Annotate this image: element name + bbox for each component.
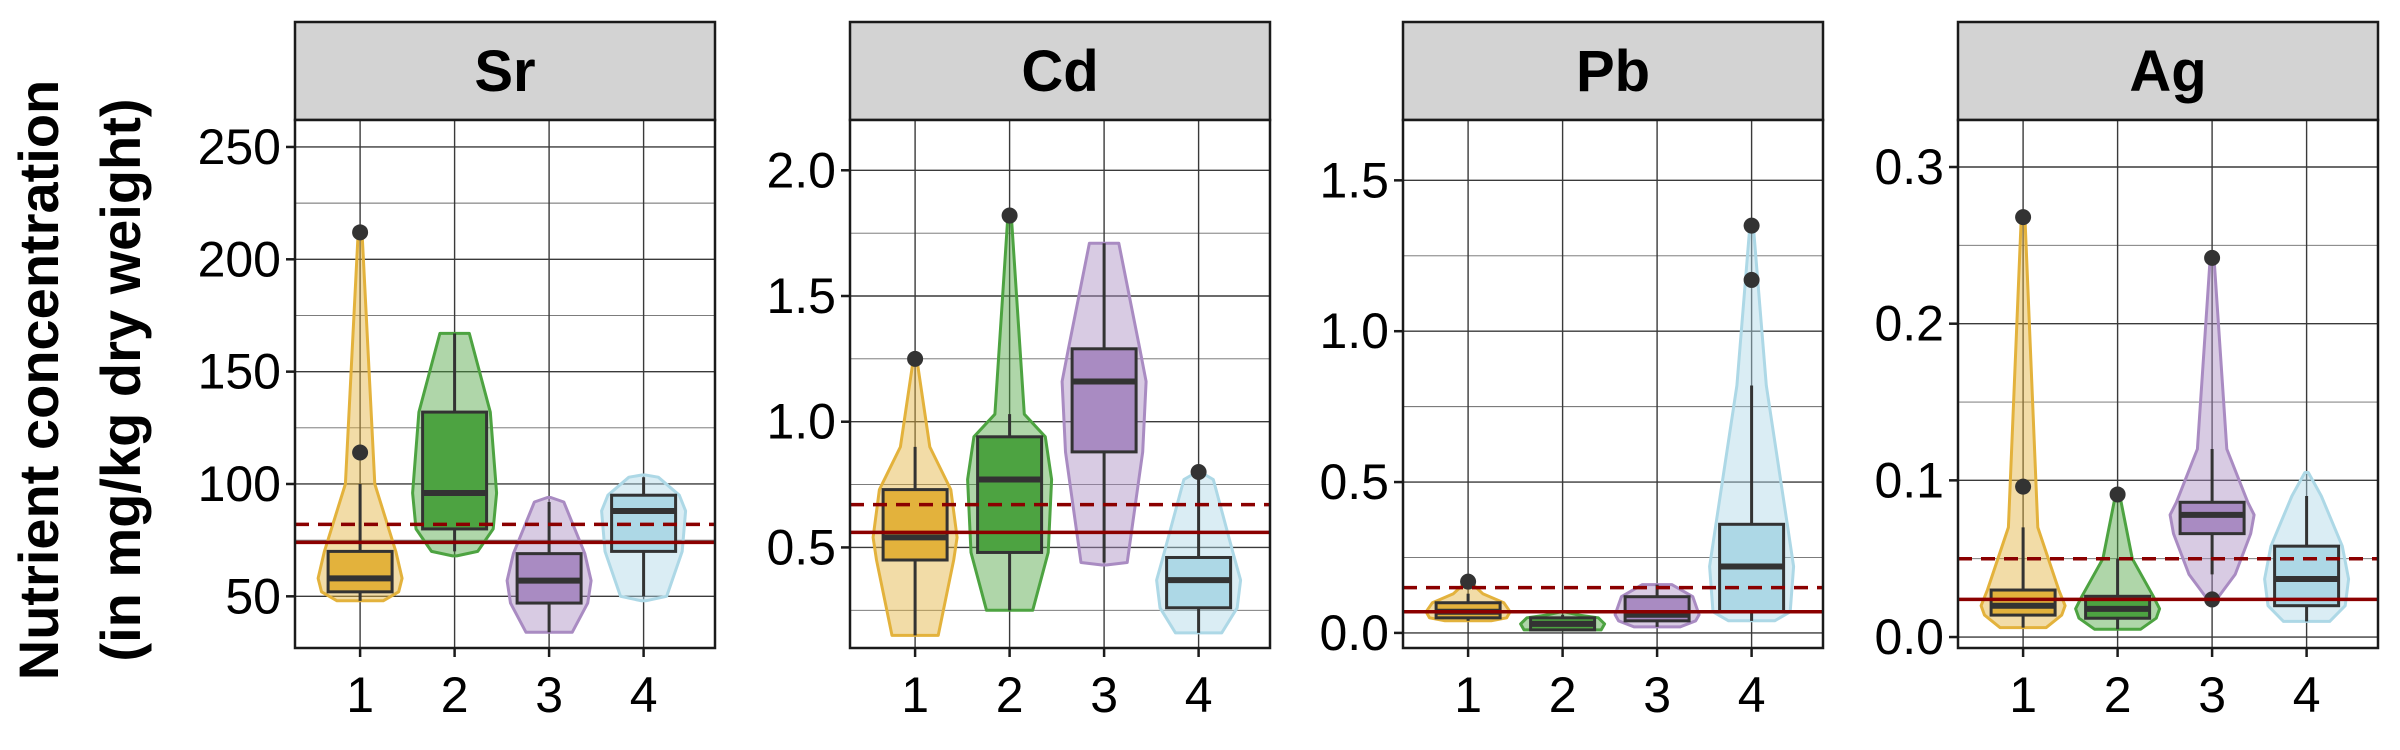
group-4 [1708, 217, 1796, 623]
y-tick-label: 0.5 [766, 519, 836, 575]
panel-title: Sr [474, 39, 535, 104]
panel-border [848, 118, 1272, 650]
outlier-point [1001, 207, 1018, 224]
y-tick-label: 1.5 [1319, 152, 1389, 208]
y-tick-label: 1.0 [766, 394, 836, 450]
group-3 [2168, 249, 2256, 608]
x-tick-label: 3 [2198, 667, 2226, 723]
x-tick-label: 1 [901, 667, 929, 723]
x-tick-label: 4 [1185, 667, 1213, 723]
panel-cd: Cd 0.5 1.0 1.5 2.0 1 2 3 4 [766, 20, 1272, 723]
x-tick-label: 1 [346, 667, 374, 723]
box [881, 488, 949, 562]
x-tick-label: 3 [1643, 667, 1671, 723]
panel-pb: Pb 0.0 0.5 1.0 1.5 1 2 3 4 [1319, 20, 1825, 723]
outlier-point [2109, 486, 2126, 503]
panel-border [1401, 118, 1825, 650]
x-tick-label: 4 [2293, 667, 2321, 723]
strip-header [1956, 20, 2380, 122]
outlier-point [2204, 249, 2221, 266]
y-tick-label: 1.0 [1319, 303, 1389, 359]
outlier-point [1190, 464, 1207, 480]
outlier-point [352, 444, 369, 461]
outlier-point [2015, 209, 2032, 226]
outlier-point [2015, 478, 2032, 495]
y-tick-label: 50 [225, 568, 281, 624]
box [1989, 588, 2057, 617]
group-3 [1060, 241, 1148, 567]
y-tick-label: 150 [198, 344, 281, 400]
group-3 [505, 496, 593, 634]
panel-sr: Sr 50 100 150 200 250 1 2 3 4 [198, 20, 717, 723]
group-2 [2074, 486, 2162, 631]
panel-title: Pb [1576, 39, 1650, 104]
y-tick-label: 0.2 [1874, 296, 1944, 352]
panel-ag: Ag 0.0 0.1 0.2 0.3 1 2 3 4 [1874, 20, 2380, 723]
outlier-point [1743, 271, 1760, 288]
panel-border [293, 118, 717, 650]
y-tick-label: 0.0 [1319, 605, 1389, 661]
y-tick-label: 250 [198, 119, 281, 175]
box [421, 410, 489, 531]
y-tick-label: 2.0 [766, 142, 836, 198]
group-1 [1979, 209, 2067, 630]
panel-border [1956, 118, 2380, 650]
outlier-point [352, 224, 369, 241]
y-tick-label: 200 [198, 231, 281, 287]
x-tick-label: 2 [996, 667, 1024, 723]
y-tick-label: 0.1 [1874, 452, 1944, 508]
x-tick-label: 1 [2009, 667, 2037, 723]
outlier-point [907, 350, 924, 367]
strip-header [848, 20, 1272, 122]
y-axis-title: Nutrient concentration (in mg/kg dry wei… [7, 80, 152, 680]
x-tick-label: 3 [535, 667, 563, 723]
x-tick-label: 4 [1738, 667, 1766, 723]
group-1 [871, 350, 959, 637]
group-2 [411, 331, 499, 558]
box [2273, 544, 2341, 608]
box [326, 549, 394, 594]
y-tick-label: 0.5 [1319, 454, 1389, 510]
y-axis-title-line-1: Nutrient concentration [7, 80, 70, 680]
strip-header [293, 20, 717, 122]
y-tick-label: 1.5 [766, 268, 836, 324]
y-tick-label: 0.3 [1874, 139, 1944, 195]
panel-title: Ag [2129, 39, 2206, 104]
x-tick-label: 3 [1090, 667, 1118, 723]
box [976, 435, 1044, 554]
x-tick-label: 2 [1549, 667, 1577, 723]
outlier-point [1743, 217, 1760, 234]
y-tick-label: 100 [198, 456, 281, 512]
x-tick-label: 2 [2104, 667, 2132, 723]
y-tick-label: 0.0 [1874, 609, 1944, 665]
x-tick-label: 2 [441, 667, 469, 723]
group-3 [1613, 583, 1701, 629]
group-4 [600, 473, 688, 603]
box [1070, 347, 1138, 454]
x-tick-label: 4 [630, 667, 658, 723]
outlier-point [1460, 573, 1477, 590]
x-tick-label: 1 [1454, 667, 1482, 723]
panel-title: Cd [1021, 39, 1098, 104]
box [2178, 500, 2246, 536]
y-axis-title-line-2: (in mg/kg dry weight) [89, 98, 152, 661]
